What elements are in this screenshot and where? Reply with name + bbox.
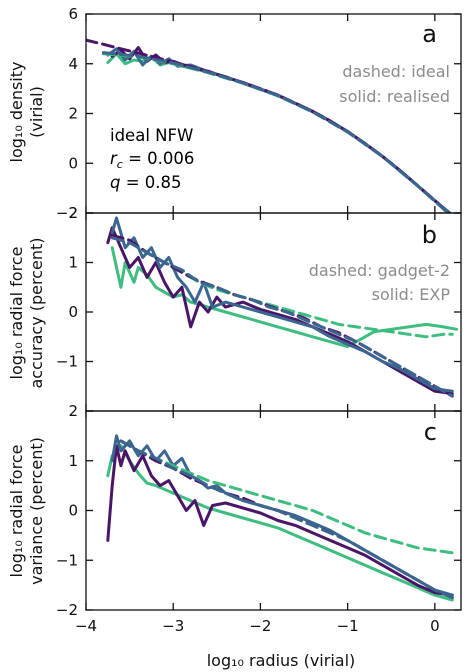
ylabel-c-line1: log₁₀ radial force	[7, 445, 26, 578]
x-tick-label: −1	[337, 617, 359, 635]
y-tick-label: 0	[68, 303, 78, 321]
legend-q-value: = 0.85	[120, 173, 181, 192]
ylabel-b-line2: accuracy (percent)	[27, 237, 46, 388]
series-q-0-85-solid	[110, 246, 459, 349]
y-axis-labels: log₁₀ density (virial) log₁₀ radial forc…	[7, 62, 46, 585]
y-tick-label: 2	[68, 402, 78, 420]
ylabel-a-line2: (virial)	[27, 86, 46, 138]
y-tick-label: 0	[68, 502, 78, 520]
series-group	[86, 38, 453, 213]
y-tick-label: −1	[56, 353, 78, 371]
panel-letter-c: c	[424, 418, 437, 446]
series-q-0-85-solid	[106, 444, 454, 602]
panel-b: −1 0 1 2	[56, 204, 462, 412]
x-tick-label: −2	[249, 617, 271, 635]
ylabel-a-line1: log₁₀ density	[7, 62, 26, 163]
series-r-c-0-006-solid	[110, 216, 454, 393]
y-tick-label: 4	[68, 55, 78, 73]
legend-rc-symbol: r	[110, 149, 118, 168]
x-axis-label: log₁₀ radius (virial)	[207, 651, 356, 670]
x-tick-label: 0	[430, 617, 440, 635]
annotations: a dashed: ideal solid: realised b dashed…	[309, 20, 451, 446]
panel-a: −2 0 2 4 6	[56, 5, 462, 222]
y-tick-label: 1	[68, 452, 78, 470]
legend-rc-subscript: c	[117, 158, 123, 171]
series-r-c-0-006-dashed	[119, 439, 454, 600]
series-r-c-0-006-dashed	[101, 51, 451, 213]
legend-rc-value: = 0.006	[123, 149, 195, 168]
legend: ideal NFW rc = 0.006 q = 0.85	[110, 126, 194, 192]
ylabel-c-line2: variance (percent)	[27, 437, 46, 585]
legend-q-symbol: q	[110, 173, 120, 192]
y-tick-label: −2	[56, 204, 78, 222]
series-q-0-85-dashed	[119, 439, 454, 555]
panel-letter-b: b	[422, 221, 437, 249]
series-ideal-nfw-solid	[106, 444, 454, 597]
y-tick-label: 1	[68, 254, 78, 272]
y-tick-label: 6	[68, 5, 78, 23]
y-tick-label: 2	[68, 204, 78, 222]
y-tick-label: 2	[68, 105, 78, 123]
note-b-1: dashed: gadget-2	[309, 261, 450, 280]
panel-c: −2 −1 0 1 2 −4 −3 −2 −1 0	[56, 402, 462, 635]
y-tick-label: 0	[68, 154, 78, 172]
note-b-2: solid: EXP	[372, 285, 451, 304]
y-tick-label: −2	[56, 601, 78, 619]
panel-letter-a: a	[422, 20, 437, 48]
series-group	[106, 216, 459, 398]
note-a-2: solid: realised	[339, 87, 450, 106]
series-group	[106, 434, 454, 602]
x-tick-label: −3	[162, 617, 184, 635]
legend-rc: rc = 0.006	[110, 149, 194, 171]
legend-ideal-nfw: ideal NFW	[110, 126, 193, 145]
ylabel-b-line1: log₁₀ radial force	[7, 247, 26, 380]
series-q-0-85-dashed	[110, 236, 454, 339]
x-tick-label: −4	[75, 617, 97, 635]
series-r-c-0-006-dashed	[110, 236, 454, 398]
y-tick-label: −1	[56, 551, 78, 569]
legend-q: q = 0.85	[110, 173, 182, 192]
note-a-1: dashed: ideal	[342, 62, 450, 81]
